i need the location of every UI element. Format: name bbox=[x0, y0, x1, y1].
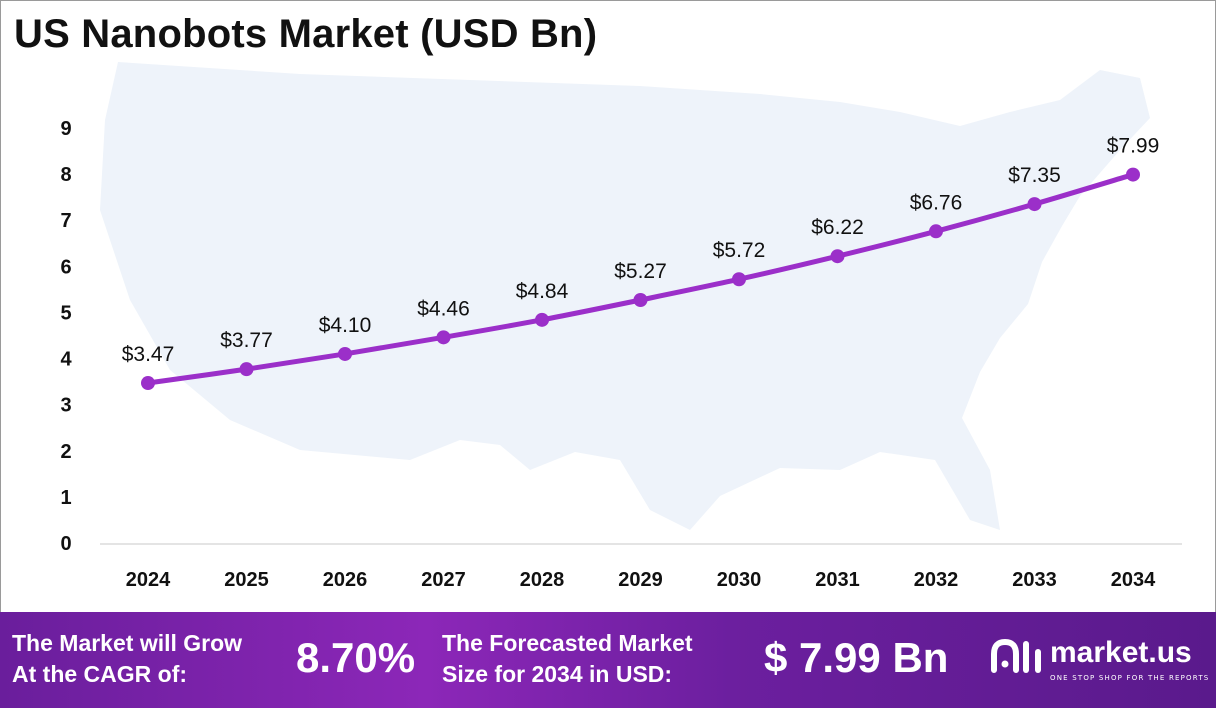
data-label: $4.10 bbox=[319, 314, 372, 337]
y-tick-label: 0 bbox=[60, 533, 71, 555]
market-us-logo: market.us ONE STOP SHOP FOR THE REPORTS bbox=[988, 634, 1210, 694]
x-tick-label: 2029 bbox=[618, 569, 663, 591]
data-label: $7.99 bbox=[1107, 135, 1160, 158]
y-axis: 0 1 2 3 4 5 6 7 8 9 bbox=[60, 118, 72, 555]
data-point bbox=[1126, 167, 1140, 182]
data-point bbox=[732, 272, 746, 287]
x-tick-label: 2032 bbox=[914, 569, 959, 591]
x-tick-label: 2034 bbox=[1111, 569, 1156, 591]
x-tick-label: 2024 bbox=[126, 569, 171, 591]
data-point bbox=[1027, 197, 1042, 212]
data-label: $5.72 bbox=[713, 239, 766, 262]
y-tick-label: 9 bbox=[60, 118, 71, 140]
data-label: $6.76 bbox=[910, 191, 963, 214]
us-map-background bbox=[100, 62, 1150, 530]
data-label: $6.22 bbox=[811, 216, 864, 239]
data-label: $4.84 bbox=[516, 280, 569, 303]
cagr-value: 8.70% bbox=[296, 634, 416, 681]
x-axis: 2024 2025 2026 2027 2028 2029 2030 2031 2032 2033… bbox=[126, 569, 1156, 591]
data-points bbox=[141, 167, 1140, 390]
logo-wordmark: market.us bbox=[1050, 636, 1192, 669]
data-point bbox=[535, 312, 549, 327]
chart-title: US Nanobots Market (USD Bn) bbox=[14, 12, 598, 56]
cagr-caption-line2: At the CAGR of: bbox=[12, 661, 188, 687]
data-label: $7.35 bbox=[1008, 164, 1061, 187]
y-tick-label: 4 bbox=[60, 349, 72, 371]
data-point bbox=[436, 330, 451, 345]
forecast-value: $ 7.99 Bn bbox=[764, 634, 949, 681]
y-tick-label: 6 bbox=[60, 256, 71, 278]
forecast-caption: The Forecasted Market Size for 2034 in U… bbox=[442, 628, 693, 690]
cagr-caption-line1: The Market will Grow bbox=[12, 630, 243, 656]
x-tick-label: 2026 bbox=[323, 569, 368, 591]
data-label: $5.27 bbox=[614, 260, 667, 283]
data-point bbox=[141, 375, 155, 390]
y-tick-label: 3 bbox=[60, 395, 71, 417]
data-point bbox=[338, 346, 352, 361]
x-tick-label: 2033 bbox=[1012, 569, 1057, 591]
forecast-caption-line2: Size for 2034 in USD: bbox=[442, 661, 673, 687]
y-tick-label: 2 bbox=[60, 441, 71, 463]
y-tick-label: 5 bbox=[60, 302, 71, 324]
cagr-caption: The Market will Grow At the CAGR of: bbox=[12, 628, 242, 690]
data-point bbox=[830, 249, 845, 264]
footer-banner: The Market will Grow At the CAGR of: 8.7… bbox=[0, 612, 1216, 708]
y-tick-label: 1 bbox=[60, 487, 71, 509]
logo-tagline: ONE STOP SHOP FOR THE REPORTS bbox=[1050, 674, 1210, 682]
x-tick-label: 2025 bbox=[224, 569, 269, 591]
data-point bbox=[239, 362, 254, 377]
data-label: $3.47 bbox=[122, 343, 175, 366]
x-tick-label: 2028 bbox=[520, 569, 565, 591]
x-tick-label: 2031 bbox=[815, 569, 860, 591]
x-tick-label: 2027 bbox=[421, 569, 466, 591]
data-label: $3.77 bbox=[220, 329, 273, 352]
y-tick-label: 7 bbox=[60, 210, 71, 232]
forecast-caption-line1: The Forecasted Market bbox=[442, 630, 693, 656]
y-tick-label: 8 bbox=[60, 164, 71, 186]
data-labels: $3.47 $3.77 $4.10 $4.46 $4.84 $5.27 $5.72 $6.22… bbox=[122, 135, 1160, 366]
data-label: $4.46 bbox=[417, 297, 470, 320]
logo-icon bbox=[991, 638, 1041, 673]
data-point bbox=[929, 224, 943, 239]
data-point bbox=[633, 292, 648, 307]
x-tick-label: 2030 bbox=[717, 569, 762, 591]
